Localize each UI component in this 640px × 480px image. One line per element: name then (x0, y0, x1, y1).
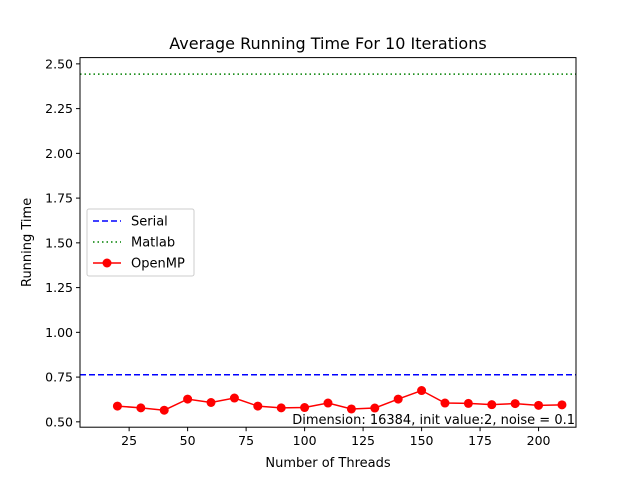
openmp-point (417, 386, 427, 396)
legend-serial-label: Serial (131, 215, 168, 230)
y-tick-label: 1.25 (45, 280, 73, 295)
openmp-point (276, 403, 286, 413)
openmp-point (183, 394, 193, 404)
plot-lines (80, 73, 576, 415)
openmp-point (510, 399, 520, 409)
y-tick-label: 2.50 (45, 56, 73, 71)
openmp-point (159, 405, 169, 415)
y-axis-ticks: 0.50 0.75 1.00 1.25 1.50 1.75 2.00 2.25 2.50 (45, 56, 80, 429)
x-tick-label: 125 (351, 433, 375, 448)
legend: Serial Matlab OpenMP (86, 208, 195, 277)
y-tick-label: 0.75 (45, 370, 73, 385)
openmp-point (112, 401, 122, 411)
x-tick-label: 25 (121, 433, 137, 448)
legend-box (86, 208, 195, 277)
x-tick-label: 150 (410, 433, 434, 448)
legend-openmp-marker (102, 258, 112, 268)
openmp-point (463, 398, 473, 408)
openmp-point (229, 393, 239, 403)
openmp-point (253, 401, 263, 411)
x-tick-label: 50 (180, 433, 196, 448)
openmp-point (557, 400, 567, 410)
openmp-point (300, 403, 310, 413)
y-tick-label: 2.25 (45, 101, 73, 116)
chart-title: Average Running Time For 10 Iterations (169, 34, 486, 53)
y-tick-label: 1.75 (45, 191, 73, 206)
openmp-point (440, 398, 450, 408)
y-axis-label: Running Time (20, 198, 35, 287)
x-axis-ticks: 25 50 75 100 125 150 175 200 (121, 427, 551, 448)
openmp-point (487, 400, 497, 410)
openmp-point (393, 394, 403, 404)
annotation-text: Dimension: 16384, init value:2, noise = … (292, 413, 575, 428)
legend-matlab-label: Matlab (131, 236, 175, 251)
y-tick-label: 0.50 (45, 414, 73, 429)
openmp-point (346, 404, 356, 414)
openmp-point (534, 400, 544, 410)
x-axis-label: Number of Threads (265, 456, 390, 471)
legend-openmp-label: OpenMP (131, 257, 185, 272)
openmp-point (136, 403, 146, 413)
openmp-point (323, 398, 333, 408)
openmp-point (206, 398, 216, 408)
openmp-point (370, 403, 380, 413)
x-tick-label: 75 (238, 433, 254, 448)
x-tick-label: 175 (468, 433, 492, 448)
y-tick-label: 2.00 (45, 146, 73, 161)
y-tick-label: 1.50 (45, 235, 73, 250)
x-tick-label: 200 (527, 433, 551, 448)
y-tick-label: 1.00 (45, 325, 73, 340)
x-tick-label: 100 (293, 433, 317, 448)
